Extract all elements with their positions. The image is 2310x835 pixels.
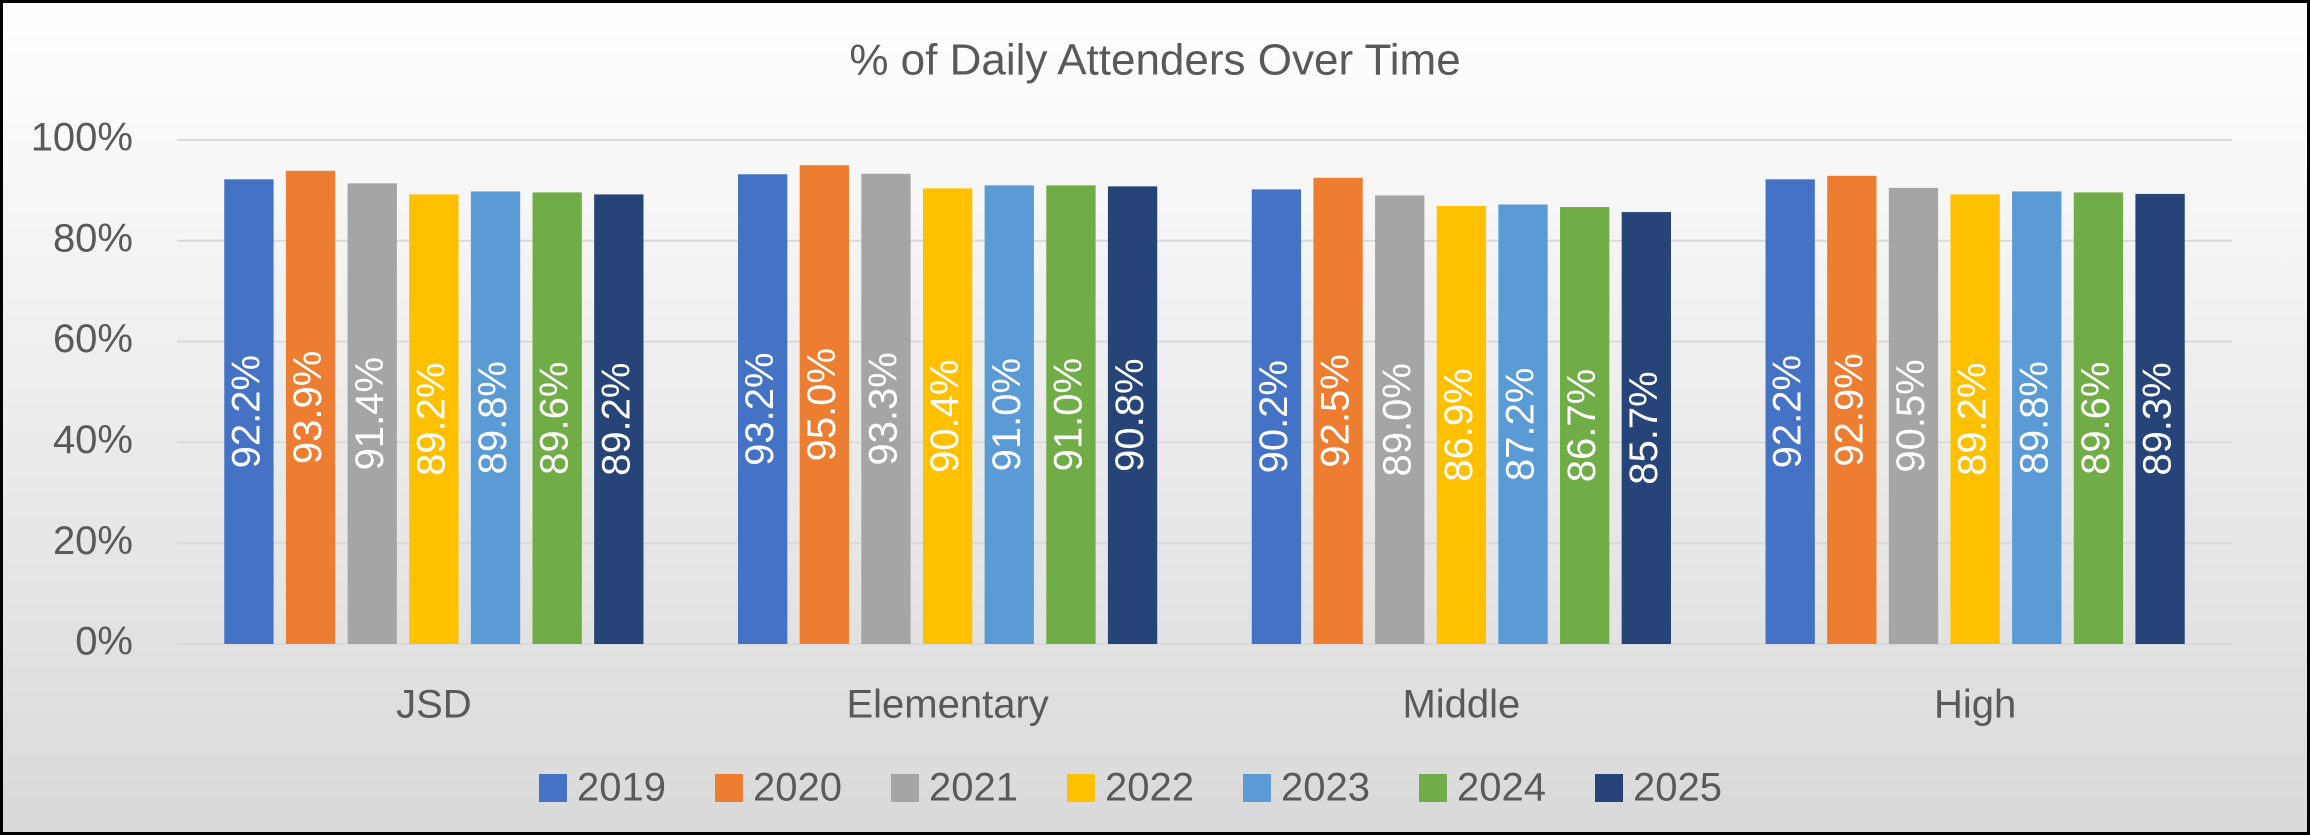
chart-title: % of Daily Attenders Over Time (849, 36, 1460, 85)
legend-swatch (1243, 774, 1271, 802)
bar (799, 165, 849, 644)
bar (1621, 212, 1671, 644)
value-label: 90.5% (1889, 359, 1933, 472)
legend-label: 2019 (577, 766, 666, 810)
bar (2073, 192, 2124, 644)
value-label: 92.9% (1827, 353, 1871, 466)
bar (1436, 206, 1487, 645)
value-label: 91.4% (348, 357, 392, 470)
value-label: 92.2% (1766, 355, 1810, 468)
bar (285, 170, 336, 644)
bar (2012, 191, 2062, 644)
x-tick-label: JSD (396, 683, 472, 727)
value-label: 87.2% (1499, 368, 1543, 481)
value-label: 93.2% (738, 352, 782, 465)
bar (922, 188, 973, 644)
value-label: 95.0% (800, 348, 844, 461)
bar (1888, 187, 1939, 644)
value-label: 91.0% (985, 358, 1029, 471)
bar (1313, 177, 1363, 645)
y-tick-label: 100% (31, 116, 133, 160)
value-label: 92.2% (224, 355, 268, 468)
value-label: 89.2% (594, 363, 638, 476)
bar (2135, 193, 2185, 645)
value-label: 89.0% (1375, 363, 1419, 476)
bar (1251, 189, 1302, 644)
value-label: 90.2% (1252, 360, 1296, 473)
legend-label: 2023 (1281, 766, 1370, 810)
bar (1046, 185, 1096, 645)
legend-swatch (1419, 774, 1447, 802)
x-tick-label: High (1934, 683, 2016, 727)
value-label: 86.7% (1560, 369, 1604, 482)
bar (470, 191, 521, 644)
value-label: 89.3% (2136, 362, 2180, 475)
value-label: 89.8% (2012, 361, 2056, 474)
value-label: 92.5% (1314, 354, 1358, 467)
bar (984, 185, 1034, 645)
y-tick-label: 80% (53, 216, 133, 260)
value-label: 89.6% (2074, 361, 2118, 474)
legend-label: 2020 (753, 766, 842, 810)
y-tick-label: 0% (75, 620, 133, 664)
y-tick-label: 20% (53, 519, 133, 563)
legend-label: 2022 (1105, 766, 1194, 810)
bar (1765, 179, 1815, 644)
bar (409, 194, 459, 644)
legend-swatch (1595, 774, 1623, 802)
legend-swatch (715, 774, 743, 802)
bar (1107, 186, 1158, 645)
bar (1375, 195, 1425, 644)
bar (861, 173, 911, 644)
x-tick-label: Elementary (846, 683, 1048, 727)
legend-label: 2024 (1457, 766, 1546, 810)
value-label: 89.2% (1951, 363, 1995, 476)
y-tick-label: 40% (53, 418, 133, 462)
value-label: 90.8% (1108, 358, 1152, 471)
bar (1560, 207, 1610, 645)
value-label: 93.9% (286, 351, 330, 464)
legend-swatch (891, 774, 919, 802)
value-label: 85.7% (1622, 371, 1666, 484)
value-label: 90.4% (923, 359, 967, 472)
value-label: 89.6% (533, 361, 577, 474)
bar (347, 183, 397, 644)
bar (1498, 204, 1548, 644)
value-label: 89.8% (471, 361, 515, 474)
bar (1950, 194, 2000, 644)
legend-swatch (1067, 774, 1095, 802)
value-label: 89.2% (409, 363, 453, 476)
legend-swatch (539, 774, 567, 802)
bar (738, 174, 788, 644)
bar (1827, 175, 1877, 644)
bar (532, 192, 582, 644)
value-label: 93.3% (862, 352, 906, 465)
legend-label: 2021 (929, 766, 1018, 810)
value-label: 91.0% (1046, 358, 1090, 471)
bar (224, 179, 274, 644)
x-tick-label: Middle (1402, 683, 1520, 727)
value-label: 86.9% (1437, 368, 1481, 481)
legend-label: 2025 (1633, 766, 1722, 810)
y-tick-label: 60% (53, 317, 133, 361)
bar (594, 194, 644, 644)
